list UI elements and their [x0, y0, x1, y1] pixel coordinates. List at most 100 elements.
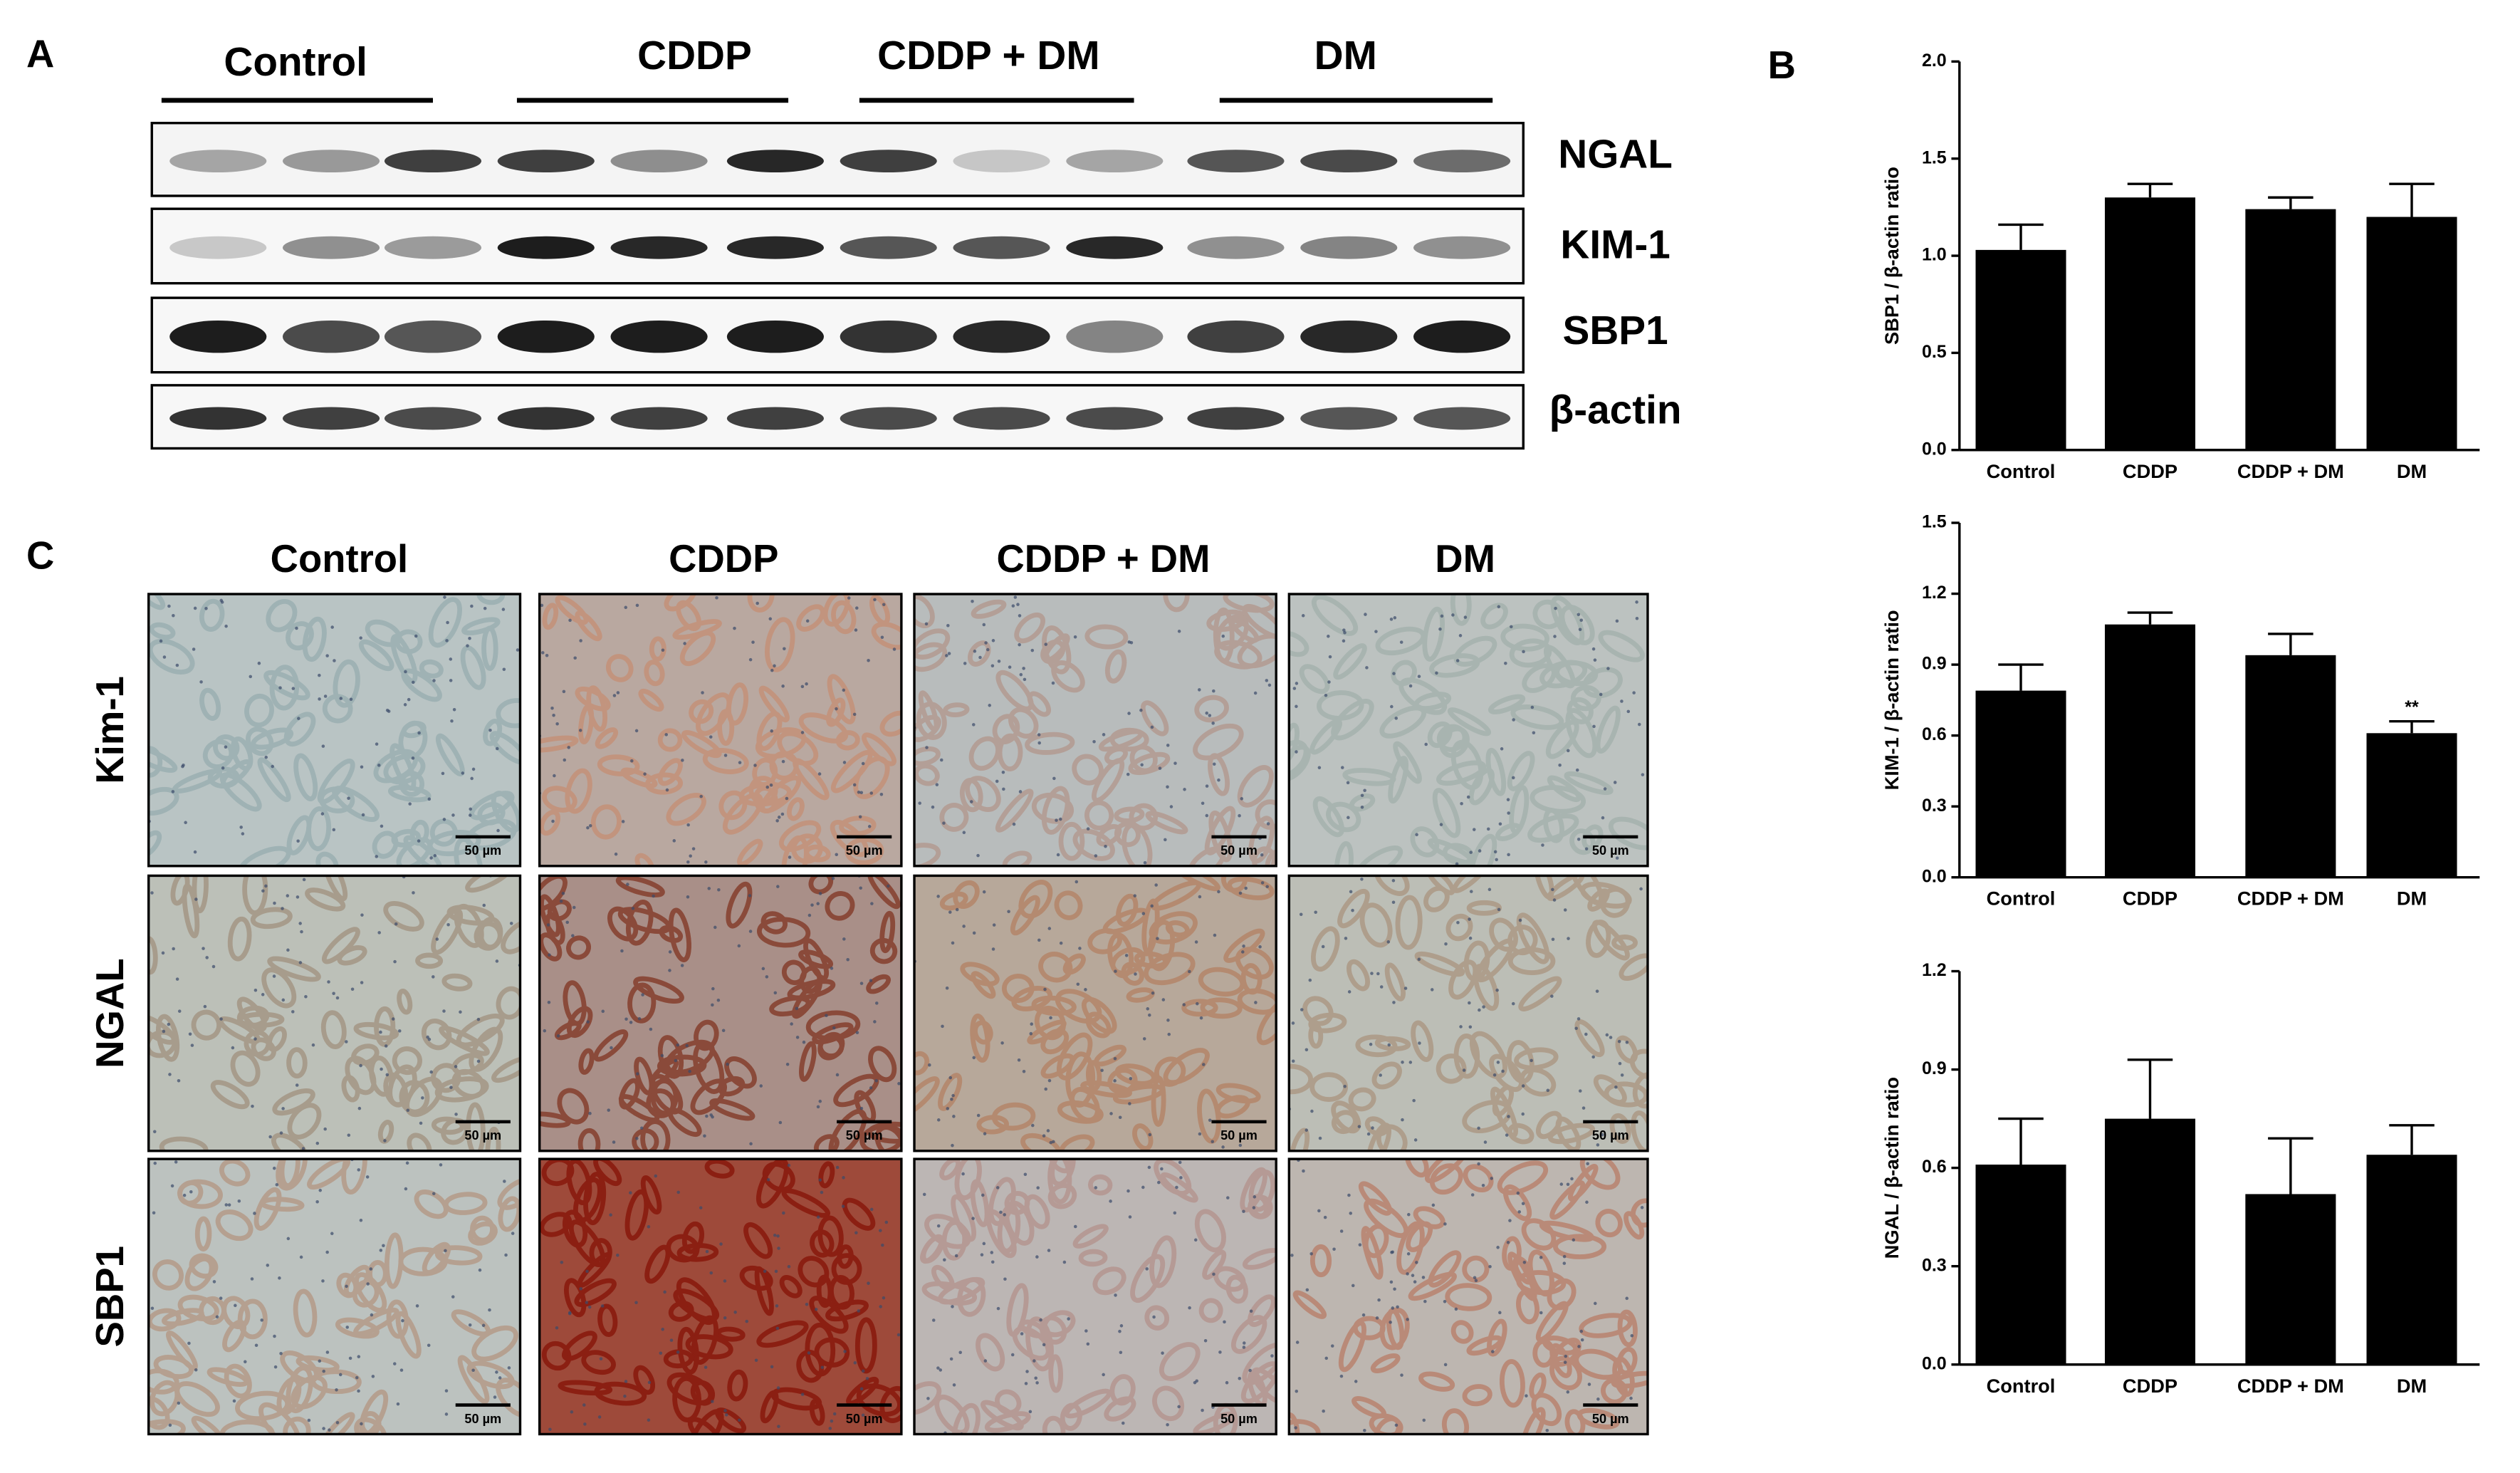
nucleus — [663, 1290, 666, 1294]
nucleus — [375, 855, 379, 858]
tubule — [615, 875, 665, 897]
nucleus — [1073, 635, 1077, 639]
nucleus — [1342, 628, 1346, 632]
y-axis-label: NGAL / β-actin ratio — [1881, 1077, 1903, 1259]
nucleus — [807, 1351, 811, 1355]
tubule — [1395, 895, 1423, 950]
nucleus — [1317, 1209, 1321, 1213]
tubule — [685, 1334, 733, 1360]
nucleus — [322, 1369, 325, 1373]
nucleus — [600, 1304, 605, 1308]
nucleus — [184, 821, 187, 825]
nucleus — [951, 1143, 954, 1147]
tubule — [539, 735, 579, 753]
nucleus — [703, 1134, 706, 1138]
nucleus — [212, 1280, 216, 1284]
nucleus — [1517, 1210, 1521, 1214]
tubule — [921, 1235, 944, 1264]
nucleus — [709, 1113, 713, 1117]
bar — [2104, 1118, 2196, 1365]
tubule — [194, 1216, 212, 1251]
tubule — [1107, 1068, 1138, 1095]
nucleus — [177, 1009, 182, 1013]
nucleus — [641, 993, 644, 996]
blot-band — [840, 236, 937, 259]
tubule — [914, 628, 951, 660]
nucleus — [624, 605, 628, 610]
blot-band — [1187, 150, 1285, 173]
tubule — [1595, 1209, 1623, 1238]
nucleus — [1330, 1344, 1334, 1348]
y-tick-label: 0.0 — [1922, 1353, 1947, 1373]
nucleus — [264, 884, 268, 888]
tubule — [1604, 1081, 1648, 1108]
tubule — [1149, 911, 1198, 944]
nucleus — [481, 1323, 486, 1328]
nucleus — [560, 1260, 564, 1264]
ihc-column-label: DM — [1435, 537, 1495, 581]
nucleus — [1470, 1193, 1475, 1197]
nucleus — [1113, 1079, 1117, 1083]
tubule — [1031, 792, 1075, 824]
nucleus — [1295, 1390, 1299, 1393]
nucleus — [1056, 853, 1060, 857]
nucleus — [1595, 989, 1599, 993]
nucleus — [1047, 1249, 1051, 1252]
tubule — [1518, 976, 1562, 1011]
blot-band — [726, 407, 824, 430]
nucleus — [190, 1043, 194, 1047]
tubule — [1072, 754, 1104, 786]
nucleus — [1118, 1115, 1122, 1120]
nucleus — [1161, 1351, 1164, 1355]
nucleus — [773, 664, 776, 668]
nucleus — [1390, 704, 1394, 709]
nucleus — [1109, 1112, 1113, 1115]
nucleus — [347, 1133, 351, 1138]
nucleus — [1641, 773, 1645, 776]
nucleus — [599, 1357, 603, 1360]
tubule — [1094, 1044, 1126, 1067]
nucleus — [1011, 604, 1015, 608]
tubule — [539, 932, 563, 962]
nucleus — [1617, 1039, 1621, 1043]
y-tick-label: 0.3 — [1922, 1255, 1947, 1275]
tubule — [322, 694, 353, 724]
nucleus — [1558, 763, 1562, 767]
nucleus — [1104, 845, 1107, 848]
tubule — [1311, 594, 1359, 636]
tubule — [257, 757, 291, 803]
nucleus — [296, 839, 300, 843]
nucleus — [1141, 1185, 1145, 1190]
tubule — [817, 1215, 844, 1257]
nucleus — [377, 931, 381, 935]
nucleus — [733, 1311, 737, 1314]
nucleus — [1145, 1267, 1149, 1271]
nucleus — [939, 1368, 943, 1372]
tubule — [148, 830, 162, 859]
tubule — [1427, 721, 1453, 749]
tubule — [681, 730, 722, 759]
nucleus — [385, 1073, 389, 1077]
nucleus — [1386, 940, 1391, 944]
nucleus — [1491, 1350, 1495, 1353]
tubule — [1289, 630, 1309, 657]
nucleus — [1290, 1254, 1294, 1257]
tubule — [1462, 1255, 1490, 1283]
tubule — [1080, 1080, 1132, 1098]
tubule — [939, 891, 968, 911]
y-axis-label: SBP1 / β-actin ratio — [1881, 167, 1903, 345]
tubule — [1509, 638, 1552, 668]
nucleus — [563, 758, 567, 762]
nucleus — [1193, 1380, 1197, 1385]
nucleus — [830, 967, 834, 970]
nucleus — [775, 1326, 780, 1331]
tubule — [1595, 705, 1621, 754]
tubule — [634, 1056, 654, 1095]
nucleus — [468, 1323, 472, 1327]
tubule — [302, 616, 327, 662]
nucleus — [441, 771, 445, 776]
tubule — [717, 709, 735, 746]
tubule — [397, 988, 413, 1015]
y-tick-label: 0.0 — [1922, 866, 1947, 886]
nucleus — [773, 1234, 777, 1237]
